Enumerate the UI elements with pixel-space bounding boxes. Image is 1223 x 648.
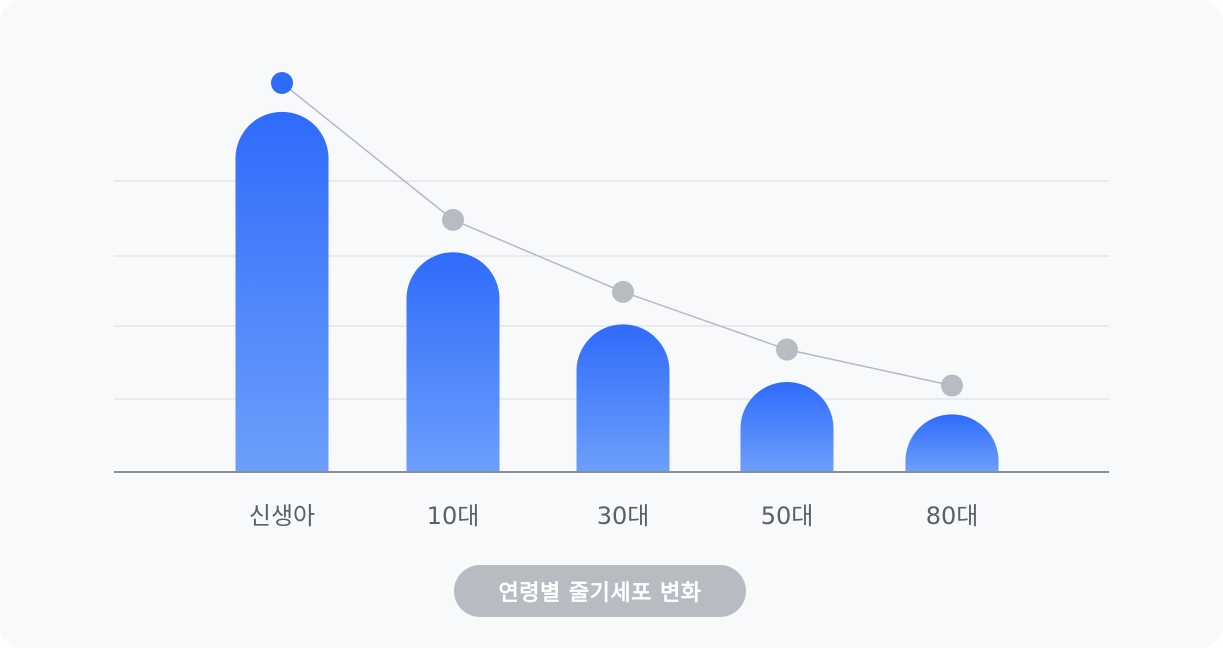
bar-4	[740, 381, 834, 472]
chart-caption: 연령별 줄기세포 변화	[498, 581, 702, 606]
x-tick-label: 30대	[597, 502, 650, 530]
trend-point-4	[776, 338, 798, 361]
bar-1	[235, 111, 329, 472]
bar-5	[905, 414, 999, 472]
x-tick-label: 신생아	[249, 502, 315, 530]
caption-badge: 연령별 줄기세포 변화	[454, 565, 746, 617]
bar-2	[406, 252, 500, 472]
trend-point-5	[941, 374, 963, 397]
trend-markers	[271, 72, 963, 397]
trend-point-3	[612, 280, 634, 303]
x-tick-labels: 신생아 10대 30대 50대 80대	[249, 502, 978, 530]
bars	[235, 111, 999, 472]
trend-point-2	[442, 208, 464, 231]
bar-3	[576, 324, 670, 472]
trend-point-1	[271, 72, 293, 94]
x-tick-label: 10대	[427, 502, 480, 530]
x-tick-label: 50대	[761, 502, 814, 530]
x-tick-label: 80대	[926, 502, 979, 530]
